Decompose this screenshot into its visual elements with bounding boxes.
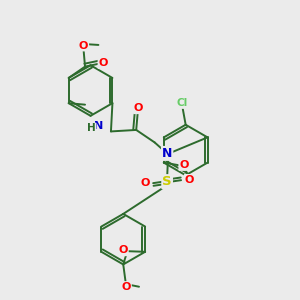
Text: O: O xyxy=(98,58,108,68)
Text: S: S xyxy=(162,175,172,188)
Text: O: O xyxy=(134,103,143,113)
Text: O: O xyxy=(140,178,149,188)
Text: O: O xyxy=(179,160,189,170)
Text: N: N xyxy=(162,147,172,160)
Text: O: O xyxy=(118,245,128,255)
Text: Cl: Cl xyxy=(176,98,188,108)
Text: O: O xyxy=(79,40,88,50)
Text: O: O xyxy=(185,175,194,185)
Text: O: O xyxy=(122,282,131,292)
Text: H: H xyxy=(87,124,96,134)
Text: N: N xyxy=(94,121,103,131)
